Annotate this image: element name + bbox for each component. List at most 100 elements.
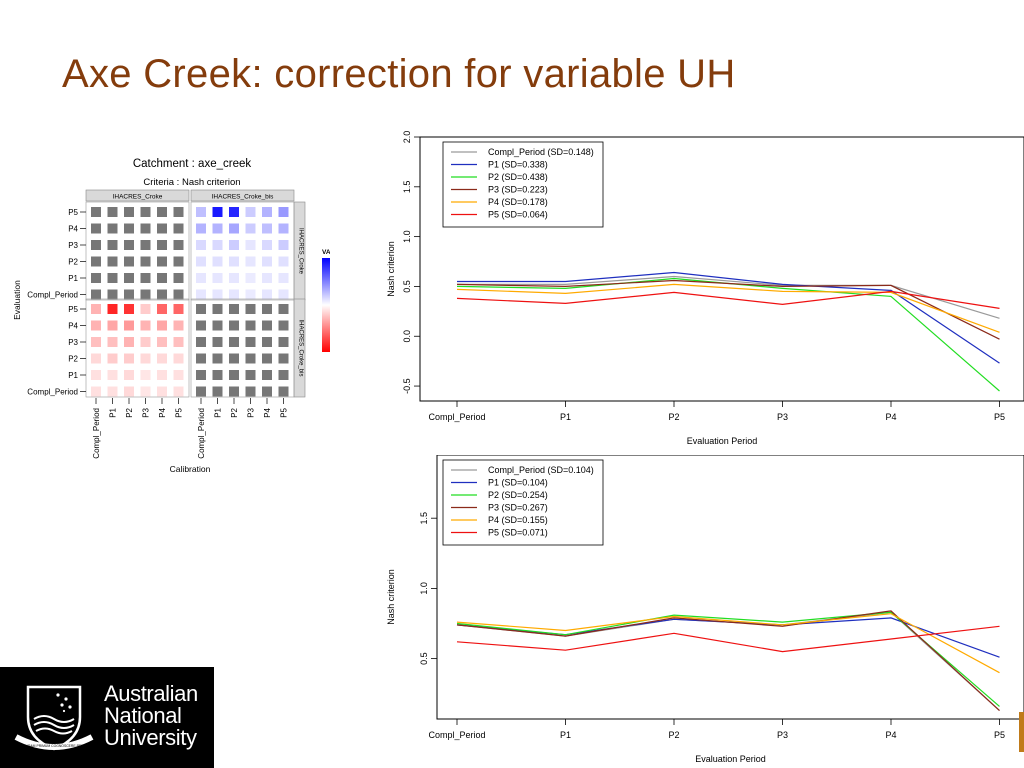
column-label: P2 xyxy=(125,407,134,417)
heatmap-cell xyxy=(245,386,256,397)
column-panel-strip xyxy=(85,189,190,202)
row-panel-label: IHACRES_Croke xyxy=(298,228,304,275)
heatmap-cell xyxy=(229,304,239,314)
heatmap-cell xyxy=(173,207,184,217)
heatmap-cell xyxy=(173,256,184,267)
series-line xyxy=(456,625,1000,653)
corner-accent xyxy=(1019,712,1024,752)
heatmap-cell xyxy=(196,256,206,267)
heatmap-cell xyxy=(278,320,289,331)
heatmap-panel-frame xyxy=(190,201,295,301)
heatmap-cell xyxy=(229,320,239,331)
heatmap-cell xyxy=(140,386,151,397)
heatmap-cell xyxy=(107,256,118,267)
heatmap-cell xyxy=(140,273,151,283)
row-label: P2 xyxy=(68,355,78,364)
y-axis-label: Nash criterion xyxy=(386,569,396,625)
heatmap-cell xyxy=(245,370,256,380)
legend-entry: Compl_Period (SD=0.148) xyxy=(488,147,594,157)
anu-crest-icon: NATURAM PRIMUM COGNOSCERE RERUM xyxy=(14,685,94,751)
heatmap-cell xyxy=(91,223,101,234)
heatmap-cell xyxy=(107,304,118,314)
x-tick-label: P4 xyxy=(885,412,896,422)
heatmap-cell xyxy=(262,353,272,364)
heatmap-cell xyxy=(140,256,151,267)
heatmap-cell xyxy=(124,304,134,314)
x-tick-label: Compl_Period xyxy=(428,730,485,740)
heatmap-cell xyxy=(107,337,118,347)
row-panel-label: IHACRES_Croke_bis xyxy=(298,319,304,376)
slide-title: Axe Creek: correction for variable UH xyxy=(62,52,736,96)
heatmap-cell xyxy=(157,320,167,331)
heatmap-ylabel: Evaluation xyxy=(12,280,22,320)
crest-motto: NATURAM PRIMUM COGNOSCERE RERUM xyxy=(19,744,89,748)
column-label: P1 xyxy=(109,407,118,417)
heatmap-cell xyxy=(91,207,101,217)
heatmap-cell xyxy=(229,273,239,283)
heatmap-cell xyxy=(278,337,289,347)
row-label: Compl_Period xyxy=(27,388,78,397)
anu-logo: NATURAM PRIMUM COGNOSCERE RERUM Australi… xyxy=(0,667,214,768)
heatmap-cell xyxy=(262,289,272,300)
heatmap-cell xyxy=(91,304,101,314)
row-label: P4 xyxy=(68,322,78,331)
legend-entry: P1 (SD=0.338) xyxy=(488,160,548,170)
heatmap-cell xyxy=(157,223,167,234)
series-line xyxy=(456,283,1000,333)
heatmap-cell xyxy=(229,386,239,397)
heatmap-cell xyxy=(157,240,167,250)
heatmap-cell xyxy=(196,337,206,347)
heatmap-panel-frame xyxy=(190,298,295,398)
line-chart-bottom: 0.5 1.0 1.5 Compl_Period P1 P2 P3 P4 P5 Evaluatio… xyxy=(386,455,1024,764)
heatmap-cell xyxy=(107,273,118,283)
heatmap-cell xyxy=(278,240,289,250)
x-tick-label: P3 xyxy=(777,412,788,422)
heatmap-panel-frame xyxy=(85,298,190,398)
heatmap-cell xyxy=(140,207,151,217)
legend-entry: P4 (SD=0.155) xyxy=(488,515,548,525)
heatmap-cell xyxy=(124,256,134,267)
heatmap-panel-frame xyxy=(85,201,190,301)
heatmap-cell xyxy=(278,223,289,234)
heatmap-cell xyxy=(245,353,256,364)
heatmap-cell xyxy=(278,370,289,380)
heatmap-cell xyxy=(262,386,272,397)
heatmap-cell xyxy=(173,353,184,364)
row-label: P3 xyxy=(68,241,78,250)
heatmap-cell xyxy=(278,256,289,267)
heatmap-cell xyxy=(107,289,118,300)
heatmap-cell xyxy=(212,320,223,331)
column-panel-label: IHACRES_Croke xyxy=(113,194,163,201)
heatmap-cell xyxy=(245,304,256,314)
series-line xyxy=(456,290,1000,309)
heatmap-cell xyxy=(91,320,101,331)
heatmap-cell xyxy=(173,304,184,314)
column-label: P4 xyxy=(263,407,272,417)
heatmap-cell xyxy=(140,289,151,300)
heatmap-cell xyxy=(278,207,289,217)
heatmap-cell xyxy=(278,289,289,300)
logo-line-3: University xyxy=(104,725,197,750)
heatmap-cell xyxy=(91,289,101,300)
heatmap-cell xyxy=(196,273,206,283)
x-tick-label: P2 xyxy=(668,412,679,422)
legend-box xyxy=(442,459,604,546)
heatmap-cell xyxy=(196,304,206,314)
row-label: Compl_Period xyxy=(27,291,78,300)
x-tick-label: P2 xyxy=(668,730,679,740)
heatmap-cell xyxy=(140,320,151,331)
heatmap-cell xyxy=(212,273,223,283)
row-label: P1 xyxy=(68,274,78,283)
heatmap-cell xyxy=(124,223,134,234)
y-tick-label: 0.5 xyxy=(402,280,412,293)
heatmap-cell xyxy=(245,337,256,347)
heatmap-cell xyxy=(229,223,239,234)
heatmap-title: Catchment : axe_creek xyxy=(133,158,252,170)
heatmap-cell xyxy=(229,353,239,364)
plot-frame xyxy=(419,136,1024,402)
heatmap-cell xyxy=(262,223,272,234)
heatmap-cell xyxy=(91,273,101,283)
legend-entry: P1 (SD=0.104) xyxy=(488,478,548,488)
legend-entry: P3 (SD=0.223) xyxy=(488,185,548,195)
heatmap-xlabel: Calibration xyxy=(170,464,211,474)
